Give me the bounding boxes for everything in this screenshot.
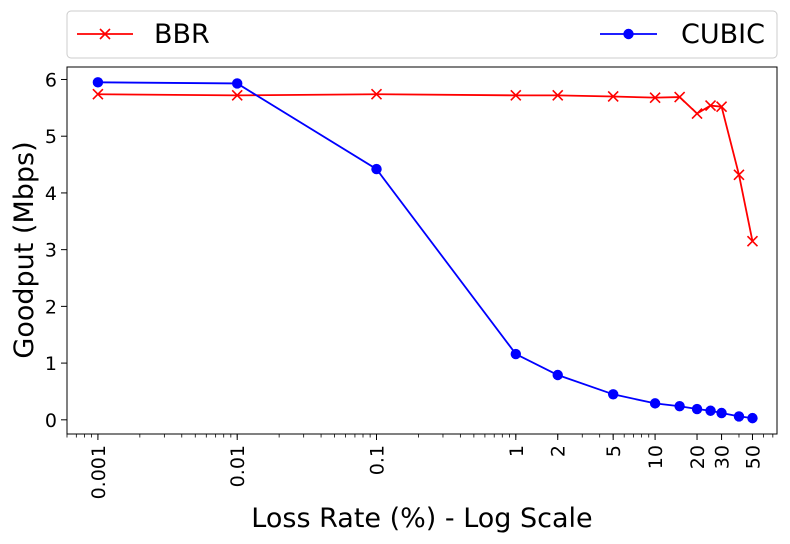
bbr-point [510, 89, 522, 101]
bbr-point [733, 169, 745, 181]
bbr-point [716, 101, 728, 113]
legend-item-bbr: BBR [77, 19, 210, 50]
bbr-point [746, 235, 759, 247]
cubic-point [747, 412, 758, 424]
x-tick-label: 1 [506, 445, 528, 457]
legend-item-cubic: CUBIC [600, 19, 765, 50]
x-tick-label: 2 [548, 445, 570, 457]
y-tick-label: 1 [45, 353, 57, 375]
cubic-point [649, 398, 661, 409]
cubic-point [716, 407, 727, 419]
cubic-point [674, 401, 685, 412]
y-tick-label: 5 [45, 126, 57, 148]
cubic-point [371, 163, 382, 175]
x-tick-label: 50 [742, 445, 764, 469]
bbr-point [674, 91, 686, 103]
x-tick-label: 0.001 [88, 445, 110, 499]
bbr-point [691, 107, 703, 120]
legend-label-bbr: BBR [154, 19, 210, 50]
bbr-point [231, 89, 243, 101]
cubic-point [607, 389, 619, 400]
x-tick-label: 30 [712, 445, 734, 469]
cubic-point [733, 411, 745, 422]
legend-box [66, 10, 778, 59]
y-tick-label: 4 [45, 183, 57, 205]
bbr-point [370, 88, 383, 100]
x-tick-label: 0.1 [367, 445, 389, 475]
legend-label-cubic: CUBIC [681, 19, 765, 50]
cubic-point [552, 369, 563, 381]
x-tick-label: 0.01 [227, 445, 249, 487]
x-tick-label: 5 [603, 445, 625, 457]
cubic-point [705, 405, 716, 416]
legend-marker-bbr [99, 28, 111, 40]
bbr-point [552, 89, 564, 101]
cubic-point [510, 348, 522, 360]
plot-frame [66, 66, 778, 435]
bbr-point [704, 100, 717, 112]
bbr-point [649, 92, 661, 104]
cubic-point [691, 403, 703, 415]
series-cubic [92, 77, 758, 424]
y-tick-label: 2 [45, 296, 57, 318]
cubic-point [232, 78, 243, 89]
cubic-point [92, 77, 104, 88]
y-tick-label: 0 [45, 410, 57, 432]
bbr-point [607, 90, 619, 103]
x-tick-label: 10 [645, 445, 667, 469]
y-tick-label: 6 [45, 69, 57, 91]
x-tick-label: 20 [687, 445, 709, 469]
y-axis-label: Goodput (Mbps) [9, 141, 40, 358]
legend-marker-cubic [623, 28, 634, 40]
bbr-point [92, 88, 104, 100]
series-bbr [92, 88, 759, 247]
x-axis-label: Loss Rate (%) - Log Scale [251, 503, 592, 534]
legend: BBR CUBIC [66, 10, 778, 59]
y-tick-label: 3 [45, 240, 57, 262]
